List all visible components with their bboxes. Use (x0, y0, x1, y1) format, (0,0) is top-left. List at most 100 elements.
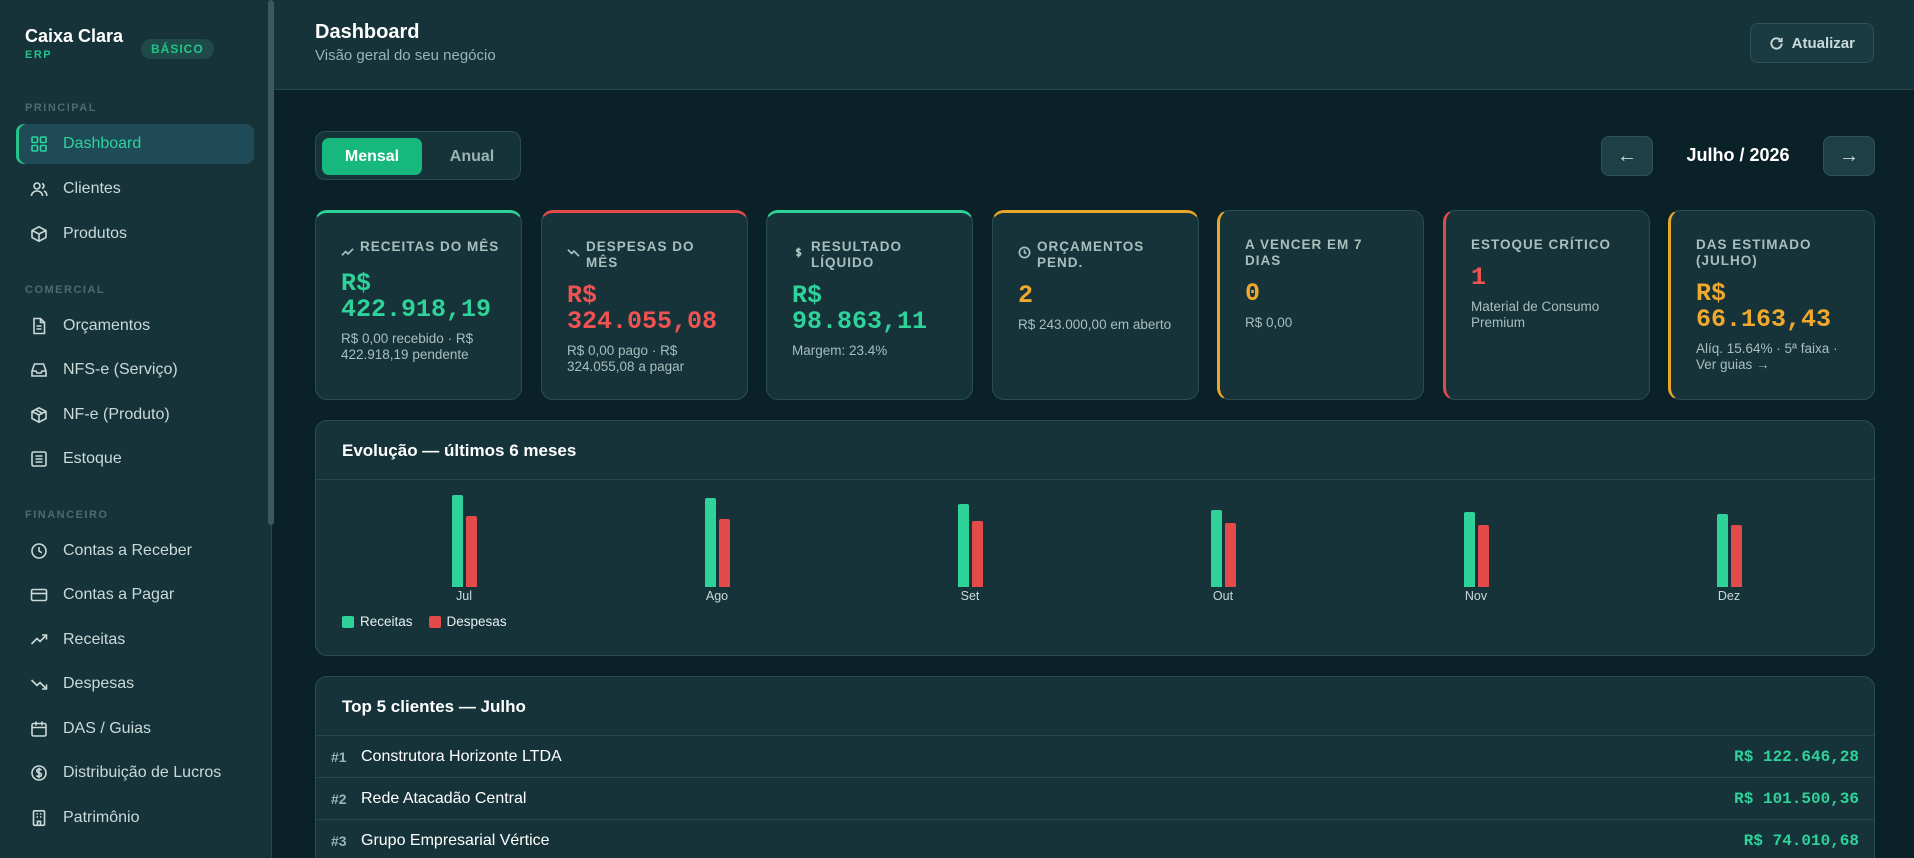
table-row[interactable]: #1 Construtora Horizonte LTDA R$ 122.646… (316, 735, 1874, 777)
sidebar-scrollbar[interactable] (268, 0, 274, 525)
bar-despesas-out[interactable] (1225, 523, 1236, 587)
kpi-resultado[interactable]: Resultado líquido R$ 98.863,11 Margem: 2… (766, 210, 973, 400)
x-tick-label: Ago (705, 589, 729, 603)
dollar-icon (795, 247, 802, 258)
page-header: Dashboard Visão geral do seu negócio Atu… (274, 0, 1914, 90)
bar-receitas-nov[interactable] (1464, 512, 1475, 587)
section-comercial: COMERCIAL (25, 284, 106, 296)
kpi-label: Estoque crítico (1471, 237, 1612, 252)
kpi-subtext: R$ 0,00 recebido · R$ 422.918,19 pendent… (341, 331, 474, 362)
client-rank: #3 (331, 832, 347, 849)
sidebar-item-estoque[interactable]: Estoque (16, 439, 254, 479)
kpi-despesas[interactable]: Despesas do mês R$ 324.055,08 R$ 0,00 pa… (541, 210, 748, 400)
bar-despesas-ago[interactable] (719, 518, 730, 587)
sidebar-item-contas-receber[interactable]: Contas a Receber (16, 531, 254, 571)
bar-receitas-out[interactable] (1211, 510, 1222, 587)
bar-receitas-jul[interactable] (452, 494, 463, 587)
chart-legend: Receitas Despesas (342, 614, 523, 629)
kpi-receitas[interactable]: Receitas do mês R$ 422.918,19 R$ 0,00 re… (315, 210, 522, 400)
grid-icon (30, 135, 48, 153)
sidebar-item-nfse[interactable]: NFS-e (Serviço) (16, 350, 254, 390)
legend-label: Receitas (360, 614, 413, 629)
x-tick-label: Jul (456, 589, 472, 603)
sidebar-item-orcamentos[interactable]: Orçamentos (16, 306, 254, 346)
package-icon (30, 406, 48, 424)
sidebar-item-produtos[interactable]: Produtos (16, 214, 254, 254)
legend-swatch (342, 615, 354, 628)
sidebar-item-receitas[interactable]: Receitas (16, 620, 254, 660)
next-period-button[interactable]: → (1823, 136, 1875, 176)
x-tick-label: Out (1212, 589, 1234, 603)
kpi-das-estimado[interactable]: DAS estimado (Julho) R$ 66.163,43 Alíq. … (1668, 210, 1875, 400)
kpi-a-vencer[interactable]: A vencer em 7 dias 0 R$ 0,00 (1217, 210, 1424, 400)
trending-down-icon (30, 675, 48, 693)
sidebar-item-das-guias[interactable]: DAS / Guias (16, 709, 254, 749)
sidebar-item-contas-pagar[interactable]: Contas a Pagar (16, 575, 254, 615)
sidebar-item-label: DAS / Guias (63, 720, 152, 737)
users-icon (30, 180, 48, 198)
kpi-label: Orçamentos pend. (1037, 239, 1145, 270)
sidebar-item-label: Produtos (63, 225, 128, 242)
clock-icon (30, 542, 48, 560)
legend-item-despesas[interactable]: Despesas (428, 614, 507, 629)
evolution-title: Evolução — últimos 6 meses (342, 441, 577, 460)
sidebar-item-distribuicao-lucros[interactable]: Distribuição de Lucros (16, 753, 254, 793)
toggle-mensal[interactable]: Mensal (322, 138, 422, 175)
sidebar-item-nfe[interactable]: NF-e (Produto) (16, 395, 254, 435)
kpi-subtext: Material de Consumo Premium (1471, 299, 1600, 330)
bar-despesas-set[interactable] (972, 520, 983, 587)
trending-up-icon (341, 248, 354, 256)
trending-down-icon (567, 249, 580, 257)
sidebar-item-clientes[interactable]: Clientes (16, 169, 254, 209)
client-name: Construtora Horizonte LTDA (361, 747, 562, 765)
document-icon (30, 317, 48, 335)
kpi-value: 0 (1245, 279, 1261, 308)
client-name: Rede Atacadão Central (361, 789, 527, 807)
kpi-value: R$ 324.055,08 (567, 281, 718, 336)
page-subtitle: Visão geral do seu negócio (315, 47, 496, 64)
client-rank: #1 (331, 748, 347, 765)
x-tick-label: Dez (1717, 589, 1741, 603)
sidebar-item-label: NFS-e (Serviço) (63, 361, 178, 378)
period-label: Julho / 2026 (1686, 145, 1790, 165)
sidebar-item-despesas[interactable]: Despesas (16, 664, 254, 704)
client-amount: R$ 74.010,68 (1743, 831, 1859, 850)
bar-receitas-dez[interactable] (1717, 513, 1728, 587)
clock-icon (1018, 246, 1031, 259)
sidebar-item-label: NF-e (Produto) (63, 406, 170, 423)
bar-despesas-nov[interactable] (1478, 524, 1489, 587)
kpi-subtext: R$ 0,00 pago · R$ 324.055,08 a pagar (567, 343, 685, 374)
sidebar-item-patrimonio[interactable]: Patrimônio (16, 798, 254, 838)
refresh-button[interactable]: Atualizar (1749, 23, 1874, 63)
table-row[interactable]: #2 Rede Atacadão Central R$ 101.500,36 (316, 777, 1874, 819)
sidebar-item-label: Contas a Receber (63, 542, 192, 559)
prev-period-button[interactable]: ← (1601, 136, 1653, 176)
evolution-panel: Evolução — últimos 6 meses Jul Ago Set Out N… (315, 420, 1875, 656)
refresh-button-label: Atualizar (1791, 34, 1855, 52)
sidebar-item-label: Estoque (63, 450, 122, 467)
bar-despesas-jul[interactable] (466, 516, 477, 587)
bar-receitas-set[interactable] (958, 503, 969, 587)
bar-receitas-ago[interactable] (705, 497, 716, 587)
trending-up-icon (30, 631, 48, 649)
kpi-orcamentos[interactable]: Orçamentos pend. 2 R$ 243.000,00 em aber… (992, 210, 1199, 400)
kpi-subtext: Alíq. 15.64% · 5ª faixa · Ver guias → (1696, 341, 1838, 372)
kpi-label: Receitas do mês (360, 239, 500, 254)
card-icon (30, 586, 48, 604)
kpi-label: DAS estimado (Julho) (1696, 237, 1812, 268)
x-tick-label: Set (960, 589, 980, 603)
brand-sub: ERP (25, 49, 53, 61)
bar-despesas-dez[interactable] (1731, 525, 1742, 587)
sidebar-item-dashboard[interactable]: Dashboard (16, 124, 254, 164)
calendar-icon (30, 720, 48, 738)
legend-swatch (428, 615, 441, 628)
table-row[interactable]: #3 Grupo Empresarial Vértice R$ 74.010,6… (316, 819, 1874, 858)
kpi-subtext: R$ 0,00 (1245, 315, 1293, 330)
client-rank: #2 (331, 790, 347, 807)
brand-name: Caixa Clara (25, 26, 124, 46)
toggle-anual[interactable]: Anual (449, 147, 495, 165)
brand[interactable]: Caixa Clara ERP (25, 26, 123, 61)
legend-item-receitas[interactable]: Receitas (342, 614, 413, 629)
kpi-value: R$ 422.918,19 (341, 269, 492, 324)
kpi-estoque-critico[interactable]: Estoque crítico 1 Material de Consumo Pr… (1443, 210, 1650, 400)
